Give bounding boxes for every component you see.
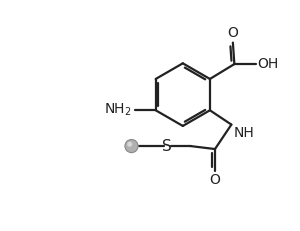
Text: O: O: [227, 26, 238, 40]
Circle shape: [127, 142, 132, 147]
Text: NH$_2$: NH$_2$: [104, 102, 132, 119]
Text: S: S: [162, 139, 172, 154]
Text: O: O: [209, 173, 220, 188]
Text: NH: NH: [234, 126, 254, 140]
Circle shape: [125, 140, 138, 153]
Text: OH: OH: [257, 57, 279, 71]
